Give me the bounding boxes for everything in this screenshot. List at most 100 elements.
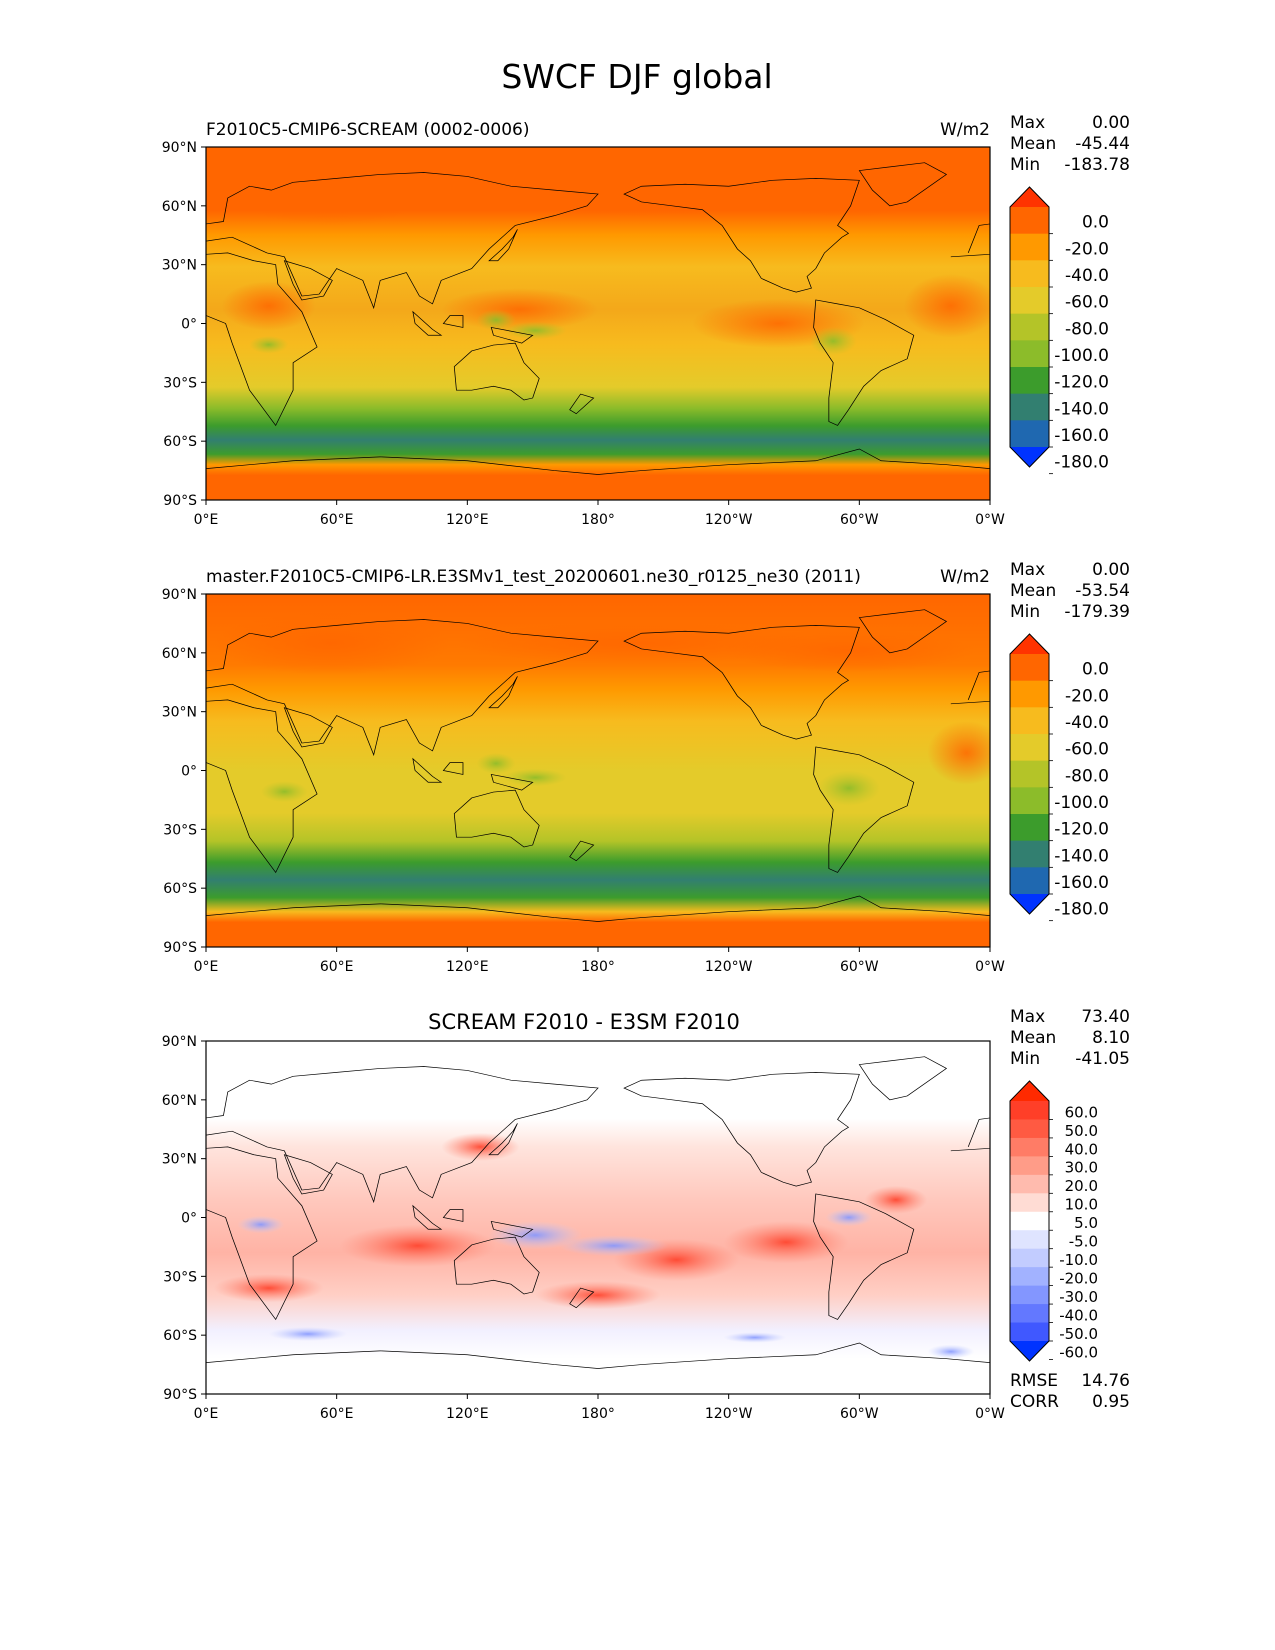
y-tick-label: 90°N [162,140,197,156]
colorbar-label: -20.0 [1059,1269,1098,1287]
field-anomaly [535,1281,661,1310]
field-anomaly [723,629,975,672]
field-anomaly [903,274,990,338]
colorbar-label: -50.0 [1059,1325,1098,1343]
colorbar-segment [1010,1304,1049,1324]
colorbar-segment [1010,654,1049,682]
x-tick-label: 60°W [840,1406,879,1422]
colorbar-label: -20.0 [1065,686,1109,706]
y-tick-label: 60°S [163,434,197,450]
colorbar-segment [1010,420,1049,448]
figure-title: SWCF DJF global [501,57,772,96]
colorbar-segment [1010,1101,1049,1120]
x-tick-label: 120°E [446,512,489,528]
x-tick-label: 120°E [446,1406,489,1422]
colorbar-label: -40.0 [1059,1306,1098,1324]
field-anomaly [476,752,516,775]
x-tick-label: 120°E [446,959,489,975]
stat-value: 0.95 [1092,1392,1130,1412]
field-anomaly [441,168,834,218]
y-tick-label: 30°S [163,822,197,838]
stat-label: Min [1010,602,1040,622]
stat-value: 0.00 [1092,560,1130,580]
stat-label: Mean [1010,581,1056,601]
y-tick-label: 60°S [163,1328,197,1344]
x-tick-label: 60°E [320,959,354,975]
field-anomaly [213,1273,324,1303]
y-tick-label: 30°N [162,1152,197,1168]
colorbar-label: -60.0 [1065,293,1109,313]
x-tick-label: 120°W [705,959,753,975]
map-field-2 [206,594,990,947]
panel-3: 90°N 60°N 30°N 0° 30°S 60°S 90°S 0°E 60°E 120°E 18… [162,1007,1130,1422]
x-tick-label: 60°W [840,959,879,975]
colorbar-label: -160.0 [1054,426,1109,446]
colorbar-label: 5.0 [1074,1214,1098,1232]
colorbar-segment [1010,1119,1049,1139]
field-anomaly [927,1344,975,1359]
y-tick-label: 60°N [162,199,197,215]
colorbar-segment [1010,1248,1049,1268]
x-tick-label: 0°E [194,1406,219,1422]
colorbar-segment [1010,760,1049,788]
field-anomaly [864,1185,928,1214]
x-tick-label: 60°E [320,512,354,528]
field-anomaly [268,1326,348,1342]
field-anomaly [237,1215,285,1234]
y-tick-label: 30°S [163,1269,197,1285]
colorbar-label: -120.0 [1054,373,1109,393]
field-anomaly [723,1332,787,1343]
field-anomaly [339,1224,497,1267]
x-tick-label: 0°W [975,1406,1005,1422]
colorbar-segment [1010,287,1049,315]
colorbar-segment [1010,787,1049,815]
field-anomaly [731,175,967,218]
colorbar-segment [1010,207,1049,235]
colorbar-label: -60.0 [1059,1343,1098,1361]
colorbar-segment [1010,680,1049,708]
stat-value: -183.78 [1064,155,1130,175]
stat-label: Mean [1010,134,1056,154]
y-tick-label: 60°N [162,646,197,662]
colorbar-label: -80.0 [1065,766,1109,786]
colorbar-label: -140.0 [1054,399,1109,419]
map-field-1 [206,147,990,500]
stat-label: Min [1010,155,1040,175]
colorbar-label: -40.0 [1065,266,1109,286]
colorbar-label: -60.0 [1065,740,1109,760]
colorbar-segment [1010,1285,1049,1305]
colorbar-label: -180.0 [1054,453,1109,473]
x-tick-label: 60°W [840,512,879,528]
colorbar-extend-bottom [1010,1341,1049,1361]
colorbar-extend-top [1010,634,1049,654]
colorbar-segment [1010,734,1049,762]
colorbar-extend-top [1010,187,1049,207]
stat-value: -41.05 [1075,1049,1130,1069]
y-tick-label: 90°S [163,1387,197,1403]
colorbar-segment [1010,393,1049,421]
stat-value: -53.54 [1075,581,1130,601]
colorbar-label: -40.0 [1065,713,1109,733]
stat-value: 8.10 [1092,1028,1130,1048]
colorbar-label: -120.0 [1054,820,1109,840]
y-tick-label: 60°N [162,1093,197,1109]
colorbar-extend-bottom [1010,894,1049,914]
x-tick-label: 180° [581,959,615,975]
colorbar-segment [1010,233,1049,261]
field-anomaly [249,335,289,354]
field-anomaly [213,611,450,676]
y-tick-label: 30°N [162,705,197,721]
colorbar-segment [1010,814,1049,842]
field-anomaly [221,168,442,225]
x-tick-label: 180° [581,512,615,528]
stat-label: Min [1010,1049,1040,1069]
field-anomaly [927,721,990,785]
colorbar-segment [1010,1267,1049,1287]
stat-label: RMSE [1010,1371,1058,1391]
field-anomaly [221,281,316,331]
colorbar-extend-bottom [1010,447,1049,467]
colorbar-label: 10.0 [1065,1196,1098,1214]
colorbar-segment [1010,313,1049,341]
colorbar-segment [1010,1156,1049,1176]
y-tick-label: 0° [181,317,197,333]
